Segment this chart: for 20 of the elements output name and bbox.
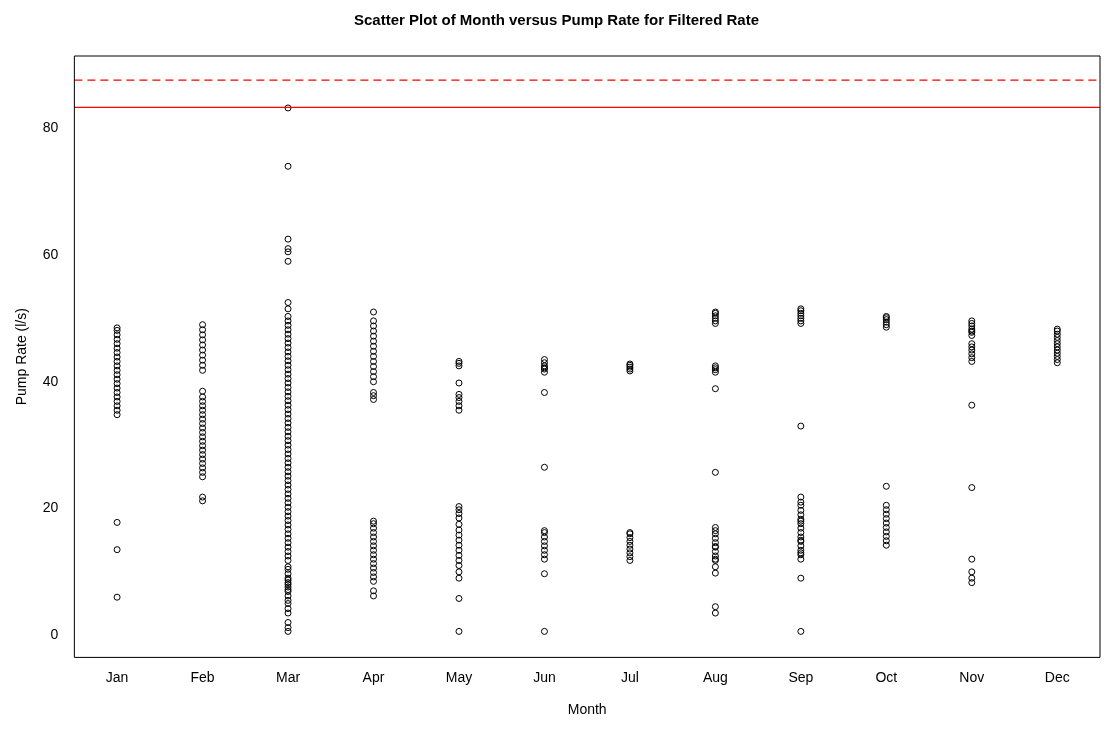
x-tick-label: Feb bbox=[190, 668, 215, 685]
x-tick-label: Jun bbox=[533, 668, 556, 685]
x-tick-label: Aug bbox=[702, 668, 728, 685]
x-tick-label: Dec bbox=[1044, 668, 1070, 685]
x-tick-label: Apr bbox=[362, 668, 385, 685]
x-tick-label: Sep bbox=[788, 668, 814, 685]
x-tick-label: Nov bbox=[959, 668, 985, 685]
x-axis-title: Month bbox=[567, 701, 607, 718]
y-axis-title: Pump Rate (l/s) bbox=[13, 308, 30, 406]
x-tick-label: Oct bbox=[875, 668, 898, 685]
x-tick-label: Jul bbox=[620, 668, 639, 685]
x-tick-label: Jan bbox=[105, 668, 129, 685]
x-tick-label: May bbox=[445, 668, 473, 685]
chart-title: Scatter Plot of Month versus Pump Rate for Filtered Rate bbox=[353, 11, 760, 29]
y-tick-label: 80 bbox=[42, 119, 59, 136]
x-tick-label: Mar bbox=[275, 668, 301, 685]
y-tick-label: 60 bbox=[42, 245, 59, 262]
y-tick-label: 20 bbox=[42, 499, 59, 516]
y-tick-label: 40 bbox=[42, 372, 59, 389]
y-tick-label: 0 bbox=[50, 626, 59, 643]
